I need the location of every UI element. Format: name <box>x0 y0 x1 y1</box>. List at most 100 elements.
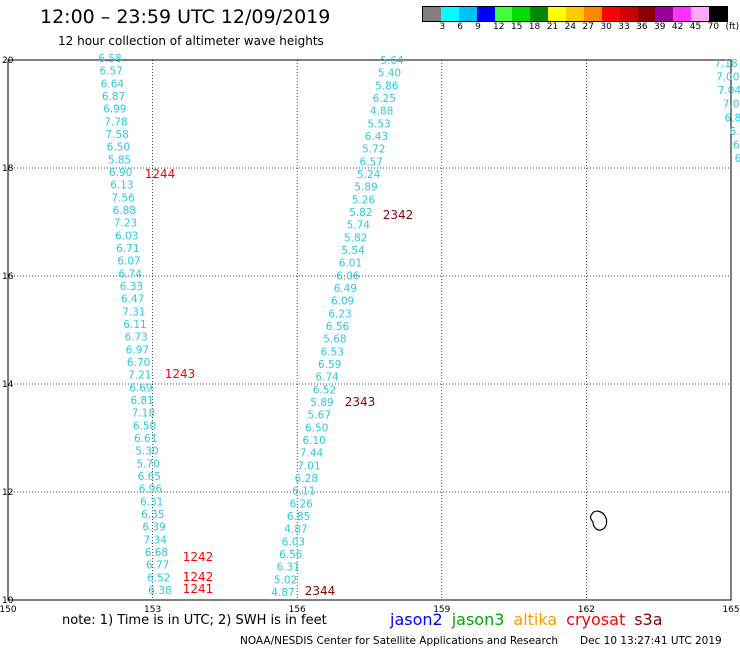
y-tick-label: 14 <box>2 380 14 390</box>
wave-height-value: 6.11 <box>123 319 146 331</box>
satellite-legend-item: jason2 <box>390 610 443 629</box>
wave-height-value: 5.26 <box>352 194 376 206</box>
wave-height-value: 6.25 <box>373 93 396 105</box>
pass-time-label: 2343 <box>345 395 376 409</box>
wave-height-value: 6.03 <box>282 536 305 548</box>
wave-height-value: 4.87 <box>271 587 294 599</box>
color-swatch <box>458 7 477 21</box>
wave-height-value: 6.70 <box>127 357 150 369</box>
wave-height-value: 6.73 <box>124 332 147 344</box>
color-scale-label: 42 <box>671 22 684 32</box>
wave-height-value: 6.8 <box>725 112 740 124</box>
satellite-legend-item: jason3 <box>451 610 505 629</box>
wave-height-value: 5.64 <box>380 55 404 67</box>
color-scale-label: 45 <box>689 22 702 32</box>
color-swatch <box>691 7 709 21</box>
wave-height-value: 6.56 <box>279 549 303 561</box>
wave-height-value: 6.56 <box>326 321 350 333</box>
wave-height-value: 6.97 <box>126 344 149 356</box>
wave-height-value: 5.70 <box>136 458 159 470</box>
wave-height-value: 7.78 <box>104 116 127 128</box>
color-scale-label: 70 <box>707 22 720 32</box>
wave-height-value: 6.23 <box>328 308 351 320</box>
altimeter-tracks: 6.586.576.646.876.997.787.586.505.856.90… <box>98 53 740 599</box>
wave-height-value: 6.57 <box>360 156 383 168</box>
wave-height-value: 6.03 <box>115 230 138 242</box>
color-swatch <box>548 7 566 21</box>
color-swatch <box>440 7 459 21</box>
color-swatch <box>709 7 727 21</box>
x-tick-label: 156 <box>289 605 306 615</box>
color-scale-label: (ft) <box>725 22 740 32</box>
satellite-legend-item: cryosat <box>566 610 626 629</box>
wave-height-value: 6.69 <box>129 382 152 394</box>
credit-line: NOAA/NESDIS Center for Satellite Applica… <box>240 635 558 647</box>
satellite-legend-item: s3a <box>634 610 663 629</box>
map-frame <box>7 59 732 601</box>
wave-height-value: 6.10 <box>302 435 325 447</box>
color-scale-label: 24 <box>564 22 577 32</box>
wave-height-value: 6.53 <box>321 346 344 358</box>
pass-time-label: 1244 <box>145 167 176 181</box>
map-grid <box>7 59 732 601</box>
x-tick-label: 153 <box>144 605 161 615</box>
map-title: 12:00 – 23:59 UTC 12/09/2019 <box>40 6 331 28</box>
pass-time-label: 1242 <box>183 550 214 564</box>
generation-timestamp: Dec 10 13:27:41 UTC 2019 <box>580 635 722 647</box>
x-tick-label: 150 <box>0 605 17 615</box>
color-swatch <box>601 7 620 21</box>
color-scale-label: 9 <box>475 22 481 32</box>
wave-height-value: 6. <box>730 126 740 138</box>
wave-height-value: 6 <box>735 153 740 165</box>
color-scale-label: 18 <box>528 22 541 32</box>
pass-time-label: 2342 <box>383 208 414 222</box>
wave-height-value: 4.87 <box>284 524 307 536</box>
wave-height-value: 6.58 <box>98 53 121 65</box>
wave-height-value: 5.30 <box>135 446 158 458</box>
pass-time-label: 1242 <box>183 570 214 584</box>
wave-height-value: 6.61 <box>134 433 157 445</box>
wave-height-value: 6.85 <box>287 511 310 523</box>
wave-height-value: 6.26 <box>289 498 313 510</box>
wave-height-value: 6.50 <box>133 420 156 432</box>
wave-height-value: 6.06 <box>336 270 360 282</box>
color-scale-label: 6 <box>457 22 464 32</box>
y-tick-label: 18 <box>2 164 14 174</box>
color-swatch <box>566 7 584 21</box>
wave-height-color-scale <box>422 6 728 22</box>
color-scale-label: 39 <box>654 22 666 32</box>
wave-height-value: 5.89 <box>310 397 333 409</box>
color-swatch <box>673 7 692 21</box>
wave-height-value: 7.18 <box>714 58 737 70</box>
wave-height-value: 7.01 <box>297 460 320 472</box>
wave-height-value: 6.01 <box>339 258 362 270</box>
wave-height-value: 6.47 <box>121 294 144 306</box>
wave-height-value: 5.02 <box>274 574 297 586</box>
pass-time-label: 2344 <box>305 584 336 598</box>
wave-height-value: 6.90 <box>109 167 132 179</box>
wave-height-value: 6.99 <box>103 104 126 116</box>
island-outline <box>590 510 608 531</box>
y-tick-label: 10 <box>2 596 14 606</box>
wave-height-value: 6.87 <box>102 91 125 103</box>
wave-height-value: 5.89 <box>354 182 377 194</box>
wave-height-value: 7.04 <box>718 85 740 97</box>
wave-height-value: 5.67 <box>308 410 331 422</box>
wave-height-value: 6.50 <box>107 142 130 154</box>
y-tick-label: 16 <box>2 272 14 282</box>
color-scale-label: 33 <box>618 22 630 32</box>
wave-height-value: 5.68 <box>323 334 346 346</box>
wave-height-value: 5.54 <box>341 245 365 257</box>
color-scale-label: 3 <box>439 22 446 32</box>
wave-height-value: 7.58 <box>105 129 128 141</box>
wave-height-value: 6.65 <box>138 471 161 483</box>
wave-height-value: 6.07 <box>117 256 140 268</box>
color-swatch <box>619 7 638 21</box>
wave-height-value: 6.35 <box>141 509 164 521</box>
axis-tick-labels: 150 153 156 159 162 165 10 12 14 16 18 20 <box>0 56 740 615</box>
wave-height-value: 7.18 <box>132 408 155 420</box>
wave-height-value: 6.59 <box>318 359 341 371</box>
color-swatch <box>530 7 549 21</box>
